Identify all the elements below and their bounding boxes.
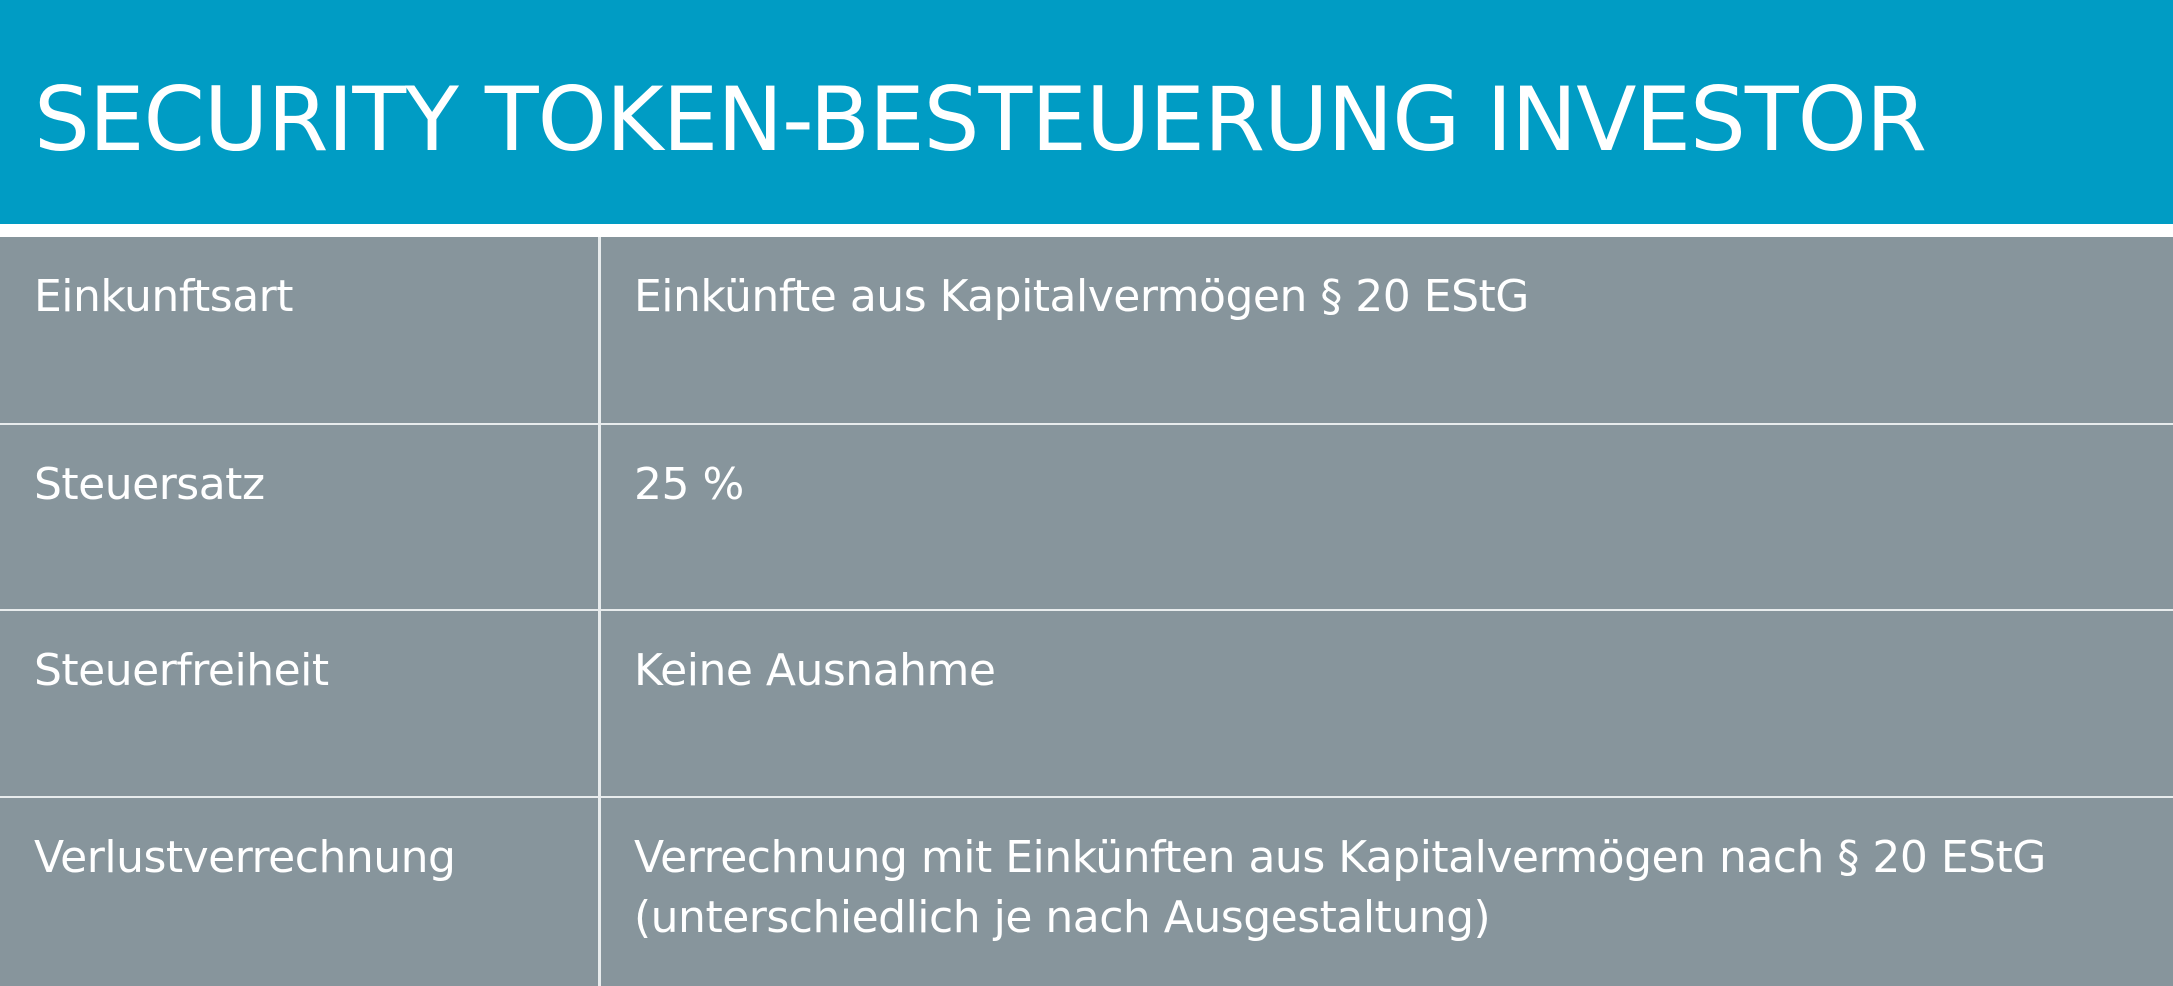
row-label: Steuersatz (34, 459, 265, 510)
row-value: Einkünfte aus Kapitalvermögen § 20 EStG (634, 271, 1529, 322)
row-value: Verrechnung mit Einkünften aus Kapitalve… (634, 832, 2046, 943)
column-divider (598, 237, 601, 986)
table-row: Steuersatz 25 % (0, 425, 2173, 611)
row-value: 25 % (634, 459, 744, 510)
table-row: Einkunftsart Einkünfte aus Kapitalvermög… (0, 237, 2173, 425)
row-label: Einkunftsart (34, 271, 294, 322)
row-label: Verlustverrechnung (34, 832, 456, 883)
table-row: Steuerfreiheit Keine Ausnahme (0, 611, 2173, 798)
row-label: Steuerfreiheit (34, 645, 329, 696)
row-value: Keine Ausnahme (634, 645, 996, 696)
title-banner: SECURITY TOKEN-BESTEUERUNG INVESTOR (0, 0, 2173, 224)
table-row: Verlustverrechnung Verrechnung mit Einkü… (0, 798, 2173, 986)
tax-table: Einkunftsart Einkünfte aus Kapitalvermög… (0, 237, 2173, 986)
page-title: SECURITY TOKEN-BESTEUERUNG INVESTOR (34, 68, 1927, 171)
